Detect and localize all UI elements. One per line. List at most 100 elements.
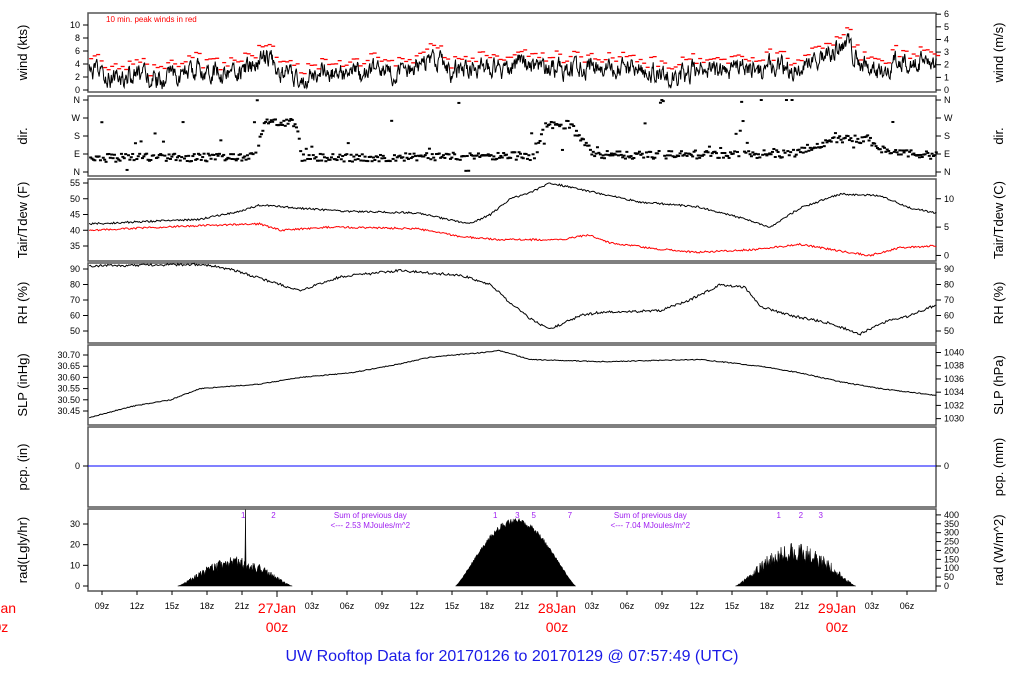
- dir-point: [336, 156, 340, 159]
- dir-point: [856, 137, 860, 140]
- slp-ytick-left: 30.50: [57, 395, 80, 405]
- dir-point: [538, 140, 542, 143]
- dir-point: [363, 155, 367, 158]
- dir-point: [668, 154, 672, 157]
- dir-point: [822, 145, 826, 148]
- temp-ytick-right: 10: [944, 194, 954, 204]
- dir-point: [696, 154, 700, 157]
- temp-ytick-left: 35: [70, 241, 80, 251]
- dir-point: [878, 148, 882, 151]
- dir-point: [296, 130, 300, 133]
- tdew-line: [88, 222, 937, 257]
- dir-point: [527, 154, 531, 157]
- dir-point: [793, 155, 797, 158]
- dir-point: [348, 160, 352, 163]
- dir-point: [392, 154, 396, 157]
- dir-point: [714, 152, 718, 155]
- dir-point: [114, 160, 118, 163]
- dir-point: [539, 133, 543, 136]
- dir-point: [427, 147, 431, 150]
- slp-ytick-left: 30.60: [57, 372, 80, 382]
- dir-point: [223, 159, 227, 162]
- dir-point: [311, 154, 315, 157]
- dir-point: [852, 146, 856, 149]
- dir-point: [404, 152, 408, 155]
- dir-point: [740, 100, 744, 103]
- dir-point: [486, 153, 490, 156]
- dir-point: [321, 153, 325, 156]
- dir-point: [409, 157, 413, 160]
- dir-point: [560, 148, 564, 151]
- dir-point: [313, 157, 317, 160]
- dir-point: [798, 151, 802, 154]
- dir-point: [770, 150, 774, 153]
- dir-point: [881, 145, 885, 148]
- dir-point: [751, 151, 755, 154]
- rad-ytick-right: 250: [944, 537, 959, 547]
- dir-point: [170, 155, 174, 158]
- dir-point: [803, 146, 807, 149]
- dir-point: [451, 151, 455, 154]
- dir-point: [783, 151, 787, 154]
- dir-point: [247, 157, 251, 160]
- dir-point: [425, 152, 429, 155]
- dir-point: [373, 159, 377, 162]
- dir-point: [867, 139, 871, 142]
- dir-point: [762, 149, 766, 152]
- dir-point: [741, 120, 745, 123]
- dir-point: [458, 158, 462, 161]
- dir-point: [908, 150, 912, 153]
- rh-ytick-right: 50: [944, 326, 954, 336]
- dir-point: [485, 154, 489, 157]
- dir-point: [559, 123, 563, 126]
- x-tick-label: 15z: [165, 601, 180, 611]
- dir-point: [391, 157, 395, 160]
- dir-ytick-right: E: [944, 149, 950, 159]
- dir-point: [899, 153, 903, 156]
- rh-ytick-left: 80: [70, 280, 80, 290]
- dir-point: [594, 152, 598, 155]
- x-tick-label: 06z: [900, 601, 915, 611]
- dir-point: [307, 154, 311, 157]
- dir-point: [874, 145, 878, 148]
- dir-point: [815, 142, 819, 145]
- dir-point: [426, 157, 430, 160]
- dir-point: [556, 123, 560, 126]
- dir-point: [182, 157, 186, 160]
- dir-point: [181, 121, 185, 124]
- dir-point: [369, 155, 373, 158]
- wind-ytick-left: 6: [75, 46, 80, 56]
- dir-point: [786, 150, 790, 153]
- dir-point: [268, 121, 272, 124]
- dir-point: [303, 159, 307, 162]
- dir-point: [301, 153, 305, 156]
- dir-point: [754, 152, 758, 155]
- slp-ytick-right: 1036: [944, 374, 964, 384]
- rad-ylabel-right: rad (W/m^2): [991, 514, 1006, 585]
- dir-point: [763, 153, 767, 156]
- dir-point: [430, 153, 434, 156]
- dir-point: [800, 146, 804, 149]
- dir-point: [728, 151, 732, 154]
- dir-point: [884, 150, 888, 153]
- dir-point: [707, 145, 711, 148]
- dir-point: [650, 156, 654, 159]
- rad-hour-mark: 3: [818, 511, 823, 520]
- dir-point: [524, 152, 528, 155]
- temp-ylabel-right: Tair/Tdew (C): [991, 181, 1006, 259]
- rad-ytick-left: 20: [70, 540, 80, 550]
- dir-point: [688, 152, 692, 155]
- dir-point: [791, 148, 795, 151]
- dir-point: [192, 153, 196, 156]
- dir-point: [749, 155, 753, 158]
- dir-point: [457, 101, 461, 104]
- dir-point: [710, 152, 714, 155]
- dir-point: [89, 156, 93, 159]
- rad-hour-mark: 2: [271, 511, 276, 520]
- dir-point: [233, 158, 237, 161]
- rad-ytick-left: 10: [70, 560, 80, 570]
- dir-point: [840, 141, 844, 144]
- dir-point: [359, 159, 363, 162]
- dir-point: [362, 159, 366, 162]
- dir-point: [122, 157, 126, 160]
